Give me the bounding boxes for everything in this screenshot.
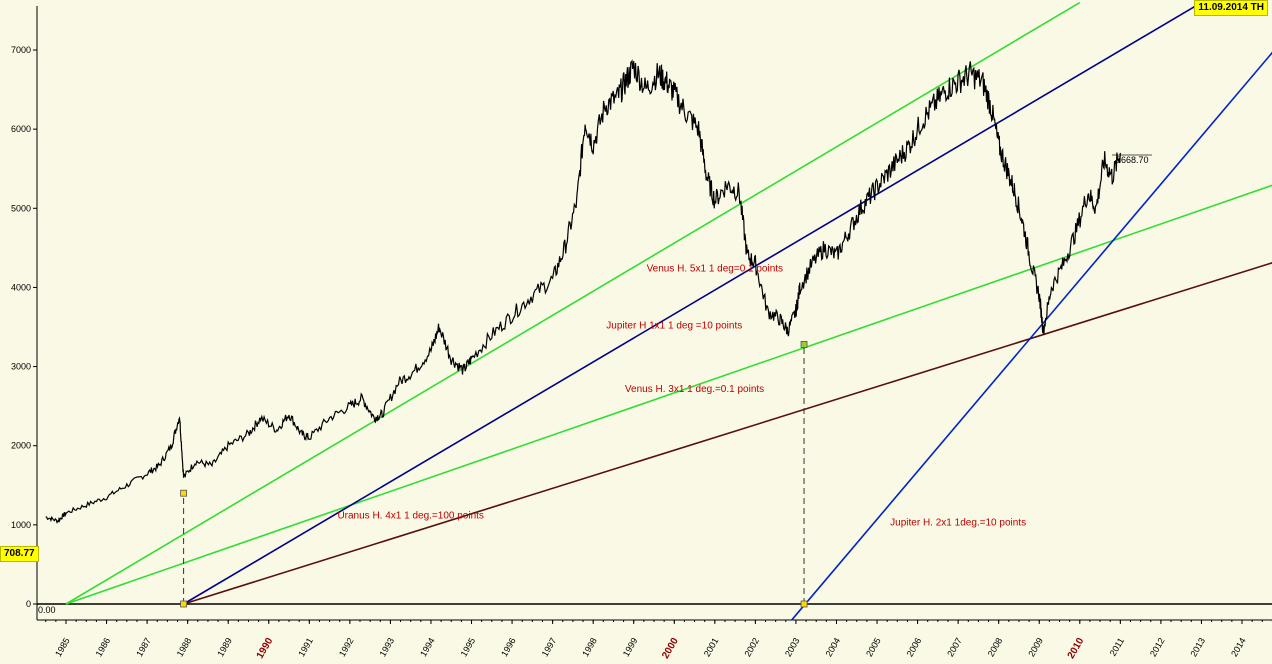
y-tick-label: 5000 <box>11 203 31 213</box>
marker-square <box>180 489 188 497</box>
y-tick-label: 3000 <box>11 362 31 372</box>
harmonic-line <box>183 262 1272 605</box>
harmonic-line <box>183 1 1202 605</box>
dashed-verticals <box>183 344 805 604</box>
y-ticks: 0 1000 2000 3000 4000 5000 6000 7000 <box>11 45 37 609</box>
y-tick-label: 4000 <box>11 282 31 292</box>
harmonic-lines <box>65 1 1272 621</box>
date-badge: 11.09.2014 TH <box>1194 0 1268 16</box>
annotation-label: Venus H. 5x1 1 deg=0.1 points <box>647 264 784 275</box>
y-tick-label: 6000 <box>11 124 31 134</box>
markers <box>180 341 808 608</box>
annotation-label: Jupiter H. 2x1 1deg.=10 points <box>890 518 1026 529</box>
price-badge: 708.77 <box>0 546 39 562</box>
marker-square <box>180 600 188 608</box>
last-price-label: 5668.70 <box>1116 155 1149 165</box>
annotations: Venus H. 5x1 1 deg=0.1 points Jupiter H 1… <box>337 264 1026 529</box>
harmonic-line <box>65 1 1081 605</box>
y-tick-label: 7000 <box>11 45 31 55</box>
harmonic-line <box>791 51 1272 621</box>
y-tick-label: 1000 <box>11 520 31 530</box>
annotation-label: Uranus H. 4x1 1 deg.=100 points <box>337 511 483 522</box>
zero-label: 0.00 <box>38 605 56 615</box>
annotation-label: Jupiter H 1x1 1 deg =10 points <box>606 321 742 332</box>
y-tick-label: 2000 <box>11 441 31 451</box>
y-tick-label: 0 <box>26 599 31 609</box>
harmonic-line <box>65 184 1272 605</box>
price-series-line <box>45 59 1121 524</box>
marker-square <box>800 600 808 608</box>
annotation-label: Venus H. 3x1 1 deg.=0.1 points <box>625 384 764 395</box>
marker-square <box>800 341 808 348</box>
